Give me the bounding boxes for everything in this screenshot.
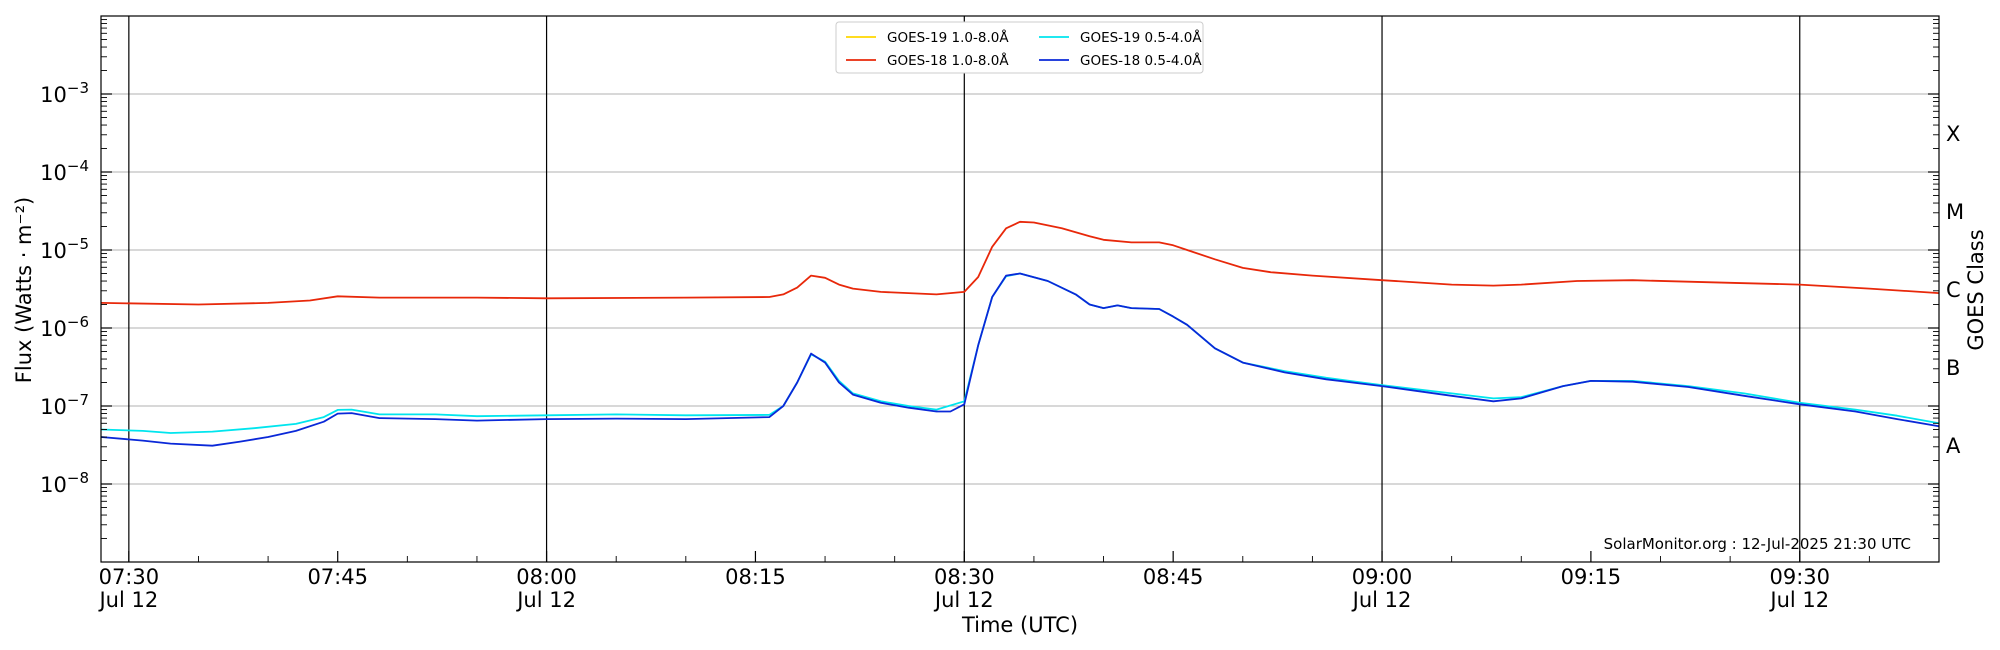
plot-frame — [100, 15, 1940, 563]
y-axis-label: Flux (Watts · m⁻²) — [12, 197, 36, 383]
x-tick-label: 07:30 — [99, 565, 160, 589]
x-tick-date: Jul 12 — [97, 588, 158, 612]
x-tick-date: Jul 12 — [1351, 588, 1412, 612]
x-tick-label: 08:00 — [516, 565, 577, 589]
goes-class-a: A — [1946, 434, 1961, 458]
y-tick-label: 10−8 — [40, 469, 89, 497]
y-tick-labels: 10−8 10−7 10−6 10−5 10−4 10−3 — [40, 79, 89, 497]
x-tick-label: 09:30 — [1769, 565, 1830, 589]
series-line — [100, 220, 1940, 306]
right-axis-label: GOES Class — [1964, 229, 1988, 350]
grid-lines — [101, 93, 1939, 485]
series-lines — [100, 220, 1940, 447]
source-annotation: SolarMonitor.org : 12-Jul-2025 21:30 UTC — [1604, 535, 1911, 553]
x-tick-label: 07:45 — [307, 565, 368, 589]
y-tick-label: 10−7 — [40, 391, 89, 419]
x-tick-date: Jul 12 — [515, 588, 576, 612]
y-tick-label: 10−3 — [40, 79, 89, 107]
y-tick-label: 10−4 — [40, 157, 89, 185]
y-tick-label: 10−5 — [40, 235, 89, 263]
goes-class-m: M — [1946, 200, 1964, 224]
goes-class-c: C — [1946, 278, 1961, 302]
legend: GOES-19 1.0-8.0Å GOES-18 1.0-8.0Å GOES-19 … — [835, 21, 1204, 74]
legend-label: GOES-18 0.5-4.0Å — [1080, 52, 1202, 69]
x-tick-label: 08:45 — [1143, 565, 1204, 589]
x-tick-date: Jul 12 — [1768, 588, 1829, 612]
goes-class-x: X — [1946, 122, 1960, 146]
day-markers — [128, 16, 1801, 562]
legend-label: GOES-19 0.5-4.0Å — [1080, 29, 1202, 46]
x-tick-label: 09:00 — [1352, 565, 1413, 589]
series-line — [100, 272, 1940, 447]
x-tick-label: 09:15 — [1561, 565, 1622, 589]
goes-class-b: B — [1946, 356, 1960, 380]
plot-background — [101, 16, 1939, 562]
x-tick-label: 08:30 — [934, 565, 995, 589]
x-axis-label: Time (UTC) — [961, 613, 1078, 637]
legend-label: GOES-19 1.0-8.0Å — [887, 29, 1009, 46]
legend-box — [835, 21, 1204, 74]
goes-class-labels: A B C M X — [1946, 122, 1964, 458]
x-tick-date: Jul 12 — [933, 588, 994, 612]
legend-label: GOES-18 1.0-8.0Å — [887, 52, 1009, 69]
y-tick-label: 10−6 — [40, 313, 89, 341]
x-tick-label: 08:15 — [725, 565, 786, 589]
axis-ticks — [101, 19, 1940, 562]
